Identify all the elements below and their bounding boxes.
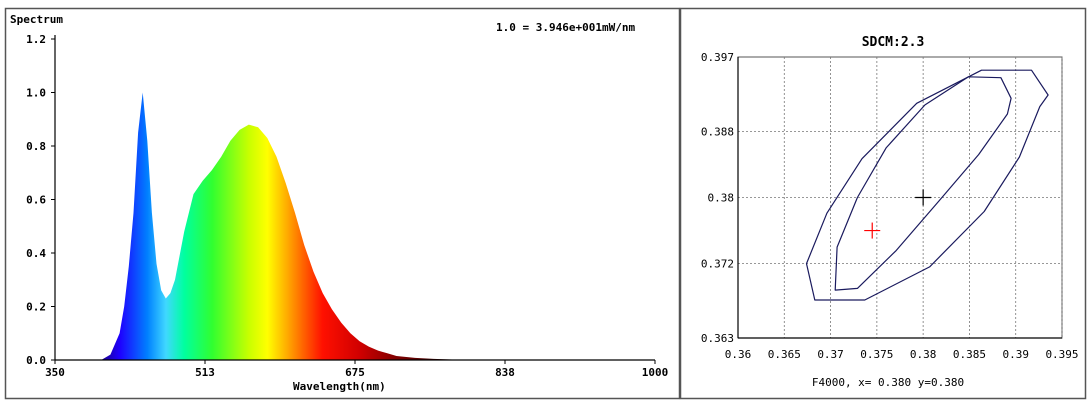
spectrum-scale-note: 1.0 = 3.946e+001mW/nm <box>496 21 635 34</box>
spectrum-y-tick-label: 0.8 <box>26 140 46 153</box>
spectrum-area <box>55 92 655 360</box>
sdcm-y-tick-label: 0.38 <box>708 192 735 205</box>
spectrum-y-tick-label: 0.0 <box>26 354 46 367</box>
sdcm-chart: 0.36 0.365 0.37 0.375 0.38 0.385 0.39 0.395 0.39… <box>701 35 1079 389</box>
sdcm-ellipse <box>805 69 1049 301</box>
spectrum-x-tick-label: 675 <box>345 366 365 379</box>
sdcm-measured-marker <box>864 222 881 239</box>
right-panel-border <box>679 7 1087 400</box>
spectrum-y-tick-label: 0.4 <box>26 247 46 260</box>
sdcm-reference-marker <box>915 189 932 206</box>
spectrum-title: Spectrum <box>10 13 63 26</box>
spectrum-y-tick-label: 1.0 <box>26 87 46 100</box>
sdcm-y-tick-label: 0.388 <box>701 125 734 138</box>
sdcm-title: SDCM:2.3 <box>862 35 925 50</box>
spectrum-y-tick-label: 0.2 <box>26 301 46 314</box>
sdcm-x-tick-label: 0.37 <box>817 348 844 361</box>
spectrum-x-tick-label: 1000 <box>642 366 669 379</box>
spectrum-x-tick-label: 513 <box>195 366 215 379</box>
sdcm-x-tick-label: 0.36 <box>725 348 752 361</box>
sdcm-x-tick-label: 0.365 <box>768 348 801 361</box>
sdcm-x-tick-label: 0.385 <box>953 348 986 361</box>
sdcm-x-tick-label: 0.375 <box>860 348 893 361</box>
sdcm-y-tick-label: 0.363 <box>701 332 734 345</box>
spectrum-y-tick-label: 1.2 <box>26 33 46 46</box>
sdcm-x-tick-label: 0.39 <box>1002 348 1029 361</box>
left-panel-border <box>4 7 681 400</box>
sdcm-ellipse <box>834 76 1012 291</box>
sdcm-x-tick-label: 0.395 <box>1045 348 1078 361</box>
sdcm-y-tick-label: 0.372 <box>701 258 734 271</box>
spectrum-x-tick-label: 350 <box>45 366 65 379</box>
spectrum-x-axis-label: Wavelength(nm) <box>293 380 386 393</box>
spectrum-y-tick-label: 0.6 <box>26 194 46 207</box>
sdcm-footer: F4000, x= 0.380 y=0.380 <box>812 376 964 389</box>
sdcm-y-tick-label: 0.397 <box>701 51 734 64</box>
sdcm-x-tick-label: 0.38 <box>910 348 937 361</box>
spectrum-x-tick-label: 838 <box>495 366 515 379</box>
spectrum-chart: 0.0 0.2 0.4 0.6 0.8 1.0 1.2 350 513 675 838 1000 Sp… <box>10 13 668 393</box>
